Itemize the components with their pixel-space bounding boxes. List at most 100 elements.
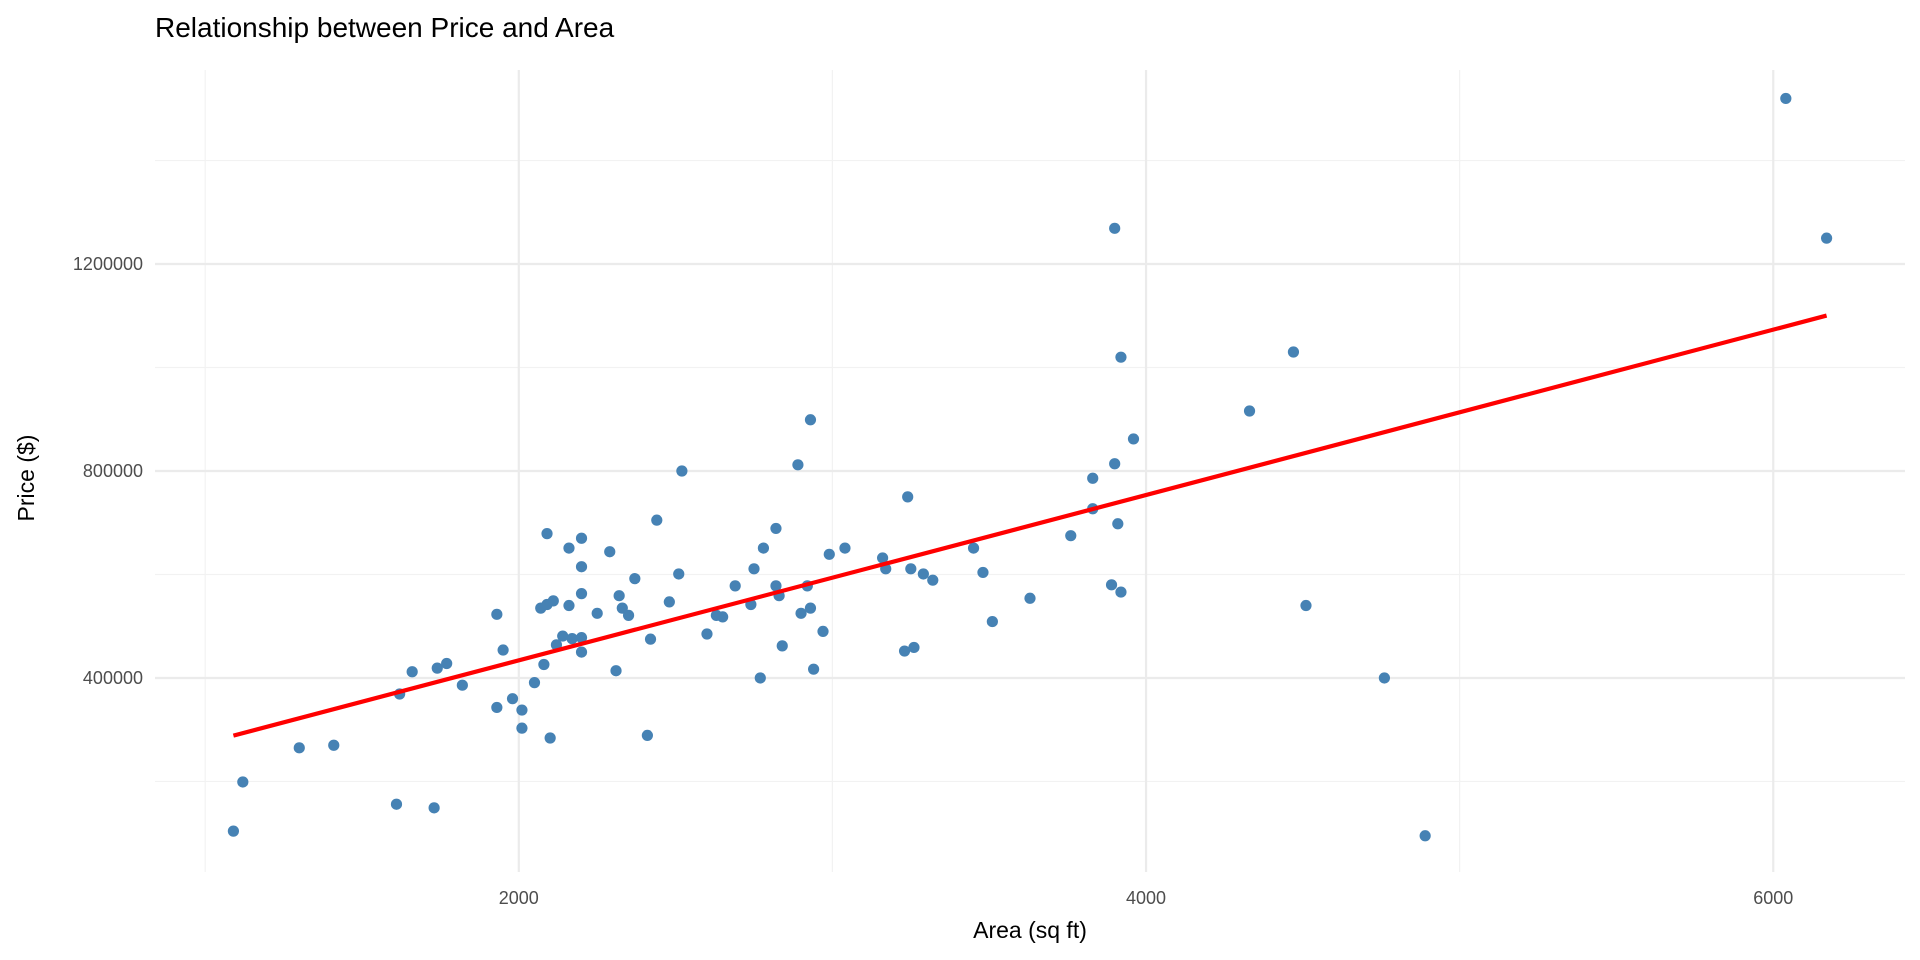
trend-line-group [232,313,1828,738]
data-point [641,729,653,742]
data-point [591,607,603,619]
data-point [1115,351,1127,363]
data-point [547,595,559,607]
x-axis-title: Area (sq ft) [973,917,1087,943]
data-point [431,662,443,674]
y-axis-ticks: 400000 800000 1200000 [73,254,143,688]
data-points [227,92,1833,842]
data-point [776,640,788,652]
data-point [610,665,622,677]
y-tick-label: 800000 [83,461,143,481]
x-tick-label: 2000 [499,888,539,908]
data-point [557,630,569,642]
data-point [876,552,889,564]
data-point [651,514,663,526]
data-point [227,825,240,837]
data-point [673,568,685,580]
data-point [497,644,509,656]
data-point [754,672,766,684]
data-point [328,739,340,751]
data-point [644,633,657,645]
data-point [563,599,575,612]
data-point [1127,433,1140,445]
data-point [575,532,588,544]
data-point [516,704,528,716]
data-point [604,546,616,558]
data-point [1820,232,1833,244]
data-point [770,580,782,592]
data-point [986,615,998,628]
data-point [729,580,741,592]
data-point [528,677,541,689]
data-point [575,632,588,644]
y-axis-title: Price ($) [13,435,39,522]
data-point [293,742,305,754]
data-point [538,658,550,671]
data-point [967,542,980,554]
data-point [1780,92,1792,105]
data-point [1300,599,1312,612]
data-point [663,596,675,608]
data-point [406,666,418,678]
data-point [917,568,929,580]
data-point [902,491,914,503]
data-point [544,732,556,744]
data-point [676,465,688,477]
data-point [563,542,575,554]
data-point [613,590,625,602]
data-point [441,657,453,670]
data-point [456,679,468,691]
data-point [1112,518,1124,530]
data-point [1087,472,1099,484]
chart-title: Relationship between Price and Area [155,12,615,43]
x-tick-label: 6000 [1753,888,1793,908]
data-point [616,602,628,614]
data-point [516,722,528,734]
data-point [1109,222,1121,234]
data-point [770,522,782,535]
data-point [757,542,770,554]
data-point [823,548,835,560]
y-tick-label: 1200000 [73,254,143,274]
data-point [491,608,503,620]
x-axis-ticks: 2000 4000 6000 [499,888,1794,908]
data-point [701,628,713,640]
data-point [622,609,635,621]
data-point [804,602,817,614]
x-tick-label: 4000 [1126,888,1166,908]
data-point [748,563,760,575]
data-point [908,641,920,654]
data-point [575,646,588,658]
data-point [817,625,829,638]
data-point [1024,592,1036,604]
data-point [541,528,553,540]
data-point [792,459,804,471]
data-point [927,574,939,586]
data-point [1065,530,1077,542]
data-point [898,645,911,657]
data-point [1105,579,1118,591]
data-point [795,607,807,619]
data-point [1419,830,1431,842]
data-point [1378,672,1390,684]
data-point [1109,458,1121,470]
data-point [506,693,519,705]
data-point [839,542,851,554]
data-point [566,633,578,645]
data-point [629,573,641,585]
data-point [1243,405,1256,417]
data-point [808,663,820,675]
data-point [491,701,503,714]
data-point [428,802,440,814]
data-point [977,566,989,579]
data-point [390,798,403,810]
data-point [804,414,817,426]
data-point [905,563,917,575]
data-point [717,611,729,623]
data-point [1115,586,1127,598]
grid [155,70,1905,872]
y-tick-label: 400000 [83,668,143,688]
data-point [237,776,249,788]
data-point [1287,346,1300,358]
